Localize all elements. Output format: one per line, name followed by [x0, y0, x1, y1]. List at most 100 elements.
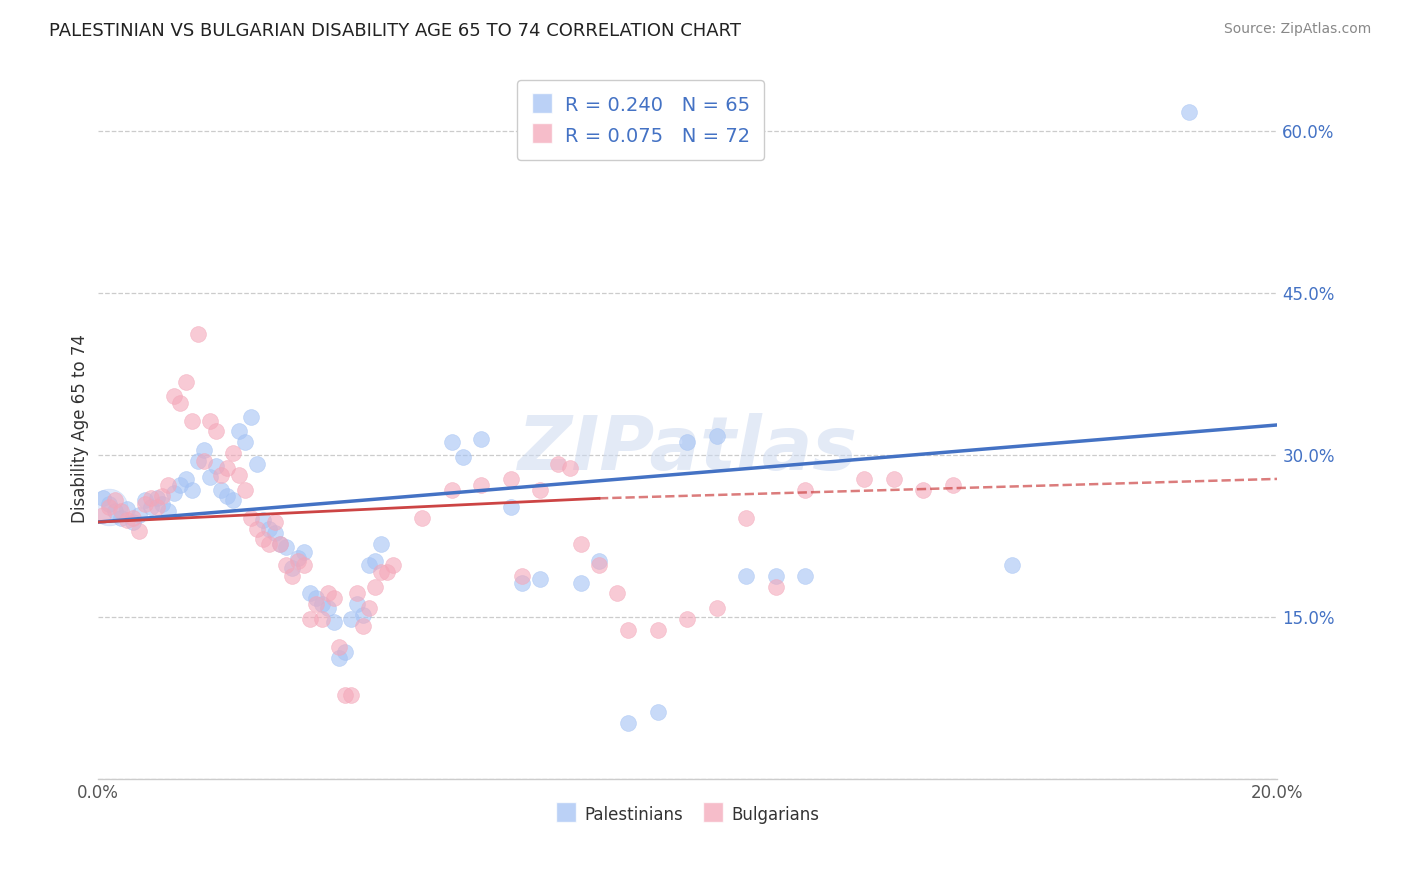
Point — [381, 558, 404, 573]
Point — [139, 491, 162, 506]
Point — [257, 536, 280, 550]
Point — [375, 565, 398, 579]
Point — [128, 524, 150, 538]
Point — [328, 640, 350, 655]
Point — [115, 502, 138, 516]
Point — [440, 483, 463, 497]
Point — [115, 513, 138, 527]
Point — [217, 489, 239, 503]
Point — [152, 497, 174, 511]
Point — [233, 483, 256, 497]
Point — [305, 591, 328, 605]
Point — [510, 575, 533, 590]
Point — [706, 601, 728, 615]
Point — [883, 472, 905, 486]
Point — [322, 615, 344, 630]
Point — [122, 515, 145, 529]
Point — [257, 522, 280, 536]
Point — [263, 515, 285, 529]
Point — [252, 513, 274, 527]
Point — [281, 561, 304, 575]
Point — [292, 558, 315, 573]
Point — [228, 425, 250, 439]
Point — [735, 510, 758, 524]
Point — [204, 458, 226, 473]
Point — [440, 435, 463, 450]
Point — [181, 414, 204, 428]
Point — [139, 500, 162, 514]
Point — [263, 525, 285, 540]
Point — [470, 478, 492, 492]
Text: ZIPatlas: ZIPatlas — [517, 413, 858, 486]
Text: PALESTINIAN VS BULGARIAN DISABILITY AGE 65 TO 74 CORRELATION CHART: PALESTINIAN VS BULGARIAN DISABILITY AGE … — [49, 22, 741, 40]
Point — [298, 612, 321, 626]
Point — [328, 651, 350, 665]
Point — [340, 688, 363, 702]
Point — [145, 500, 167, 514]
Point — [352, 618, 374, 632]
Point — [222, 446, 245, 460]
Point — [93, 508, 115, 522]
Point — [281, 569, 304, 583]
Point — [510, 569, 533, 583]
Point — [569, 536, 592, 550]
Point — [93, 491, 115, 506]
Point — [246, 457, 269, 471]
Point — [228, 467, 250, 482]
Point — [499, 500, 522, 514]
Point — [942, 478, 965, 492]
Legend: Palestinians, Bulgarians: Palestinians, Bulgarians — [546, 795, 830, 834]
Point — [352, 607, 374, 622]
Point — [547, 457, 569, 471]
Point — [276, 540, 298, 554]
Point — [912, 483, 935, 497]
Point — [152, 489, 174, 503]
Point — [588, 558, 610, 573]
Point — [98, 500, 121, 514]
Point — [134, 497, 156, 511]
Point — [529, 572, 551, 586]
Point — [1001, 558, 1024, 573]
Point — [222, 493, 245, 508]
Point — [364, 580, 387, 594]
Point — [174, 375, 197, 389]
Point — [98, 497, 121, 511]
Point — [98, 500, 121, 514]
Text: Source: ZipAtlas.com: Source: ZipAtlas.com — [1223, 22, 1371, 37]
Point — [276, 558, 298, 573]
Point — [239, 410, 262, 425]
Point — [193, 442, 215, 457]
Point — [794, 569, 817, 583]
Y-axis label: Disability Age 65 to 74: Disability Age 65 to 74 — [72, 334, 89, 523]
Point — [765, 569, 787, 583]
Point — [735, 569, 758, 583]
Point — [292, 545, 315, 559]
Point — [529, 483, 551, 497]
Point — [157, 478, 180, 492]
Point — [110, 510, 132, 524]
Point — [340, 612, 363, 626]
Point — [169, 478, 191, 492]
Point — [606, 586, 628, 600]
Point — [217, 461, 239, 475]
Point — [311, 597, 333, 611]
Point — [174, 472, 197, 486]
Point — [316, 586, 339, 600]
Point — [246, 522, 269, 536]
Point — [198, 414, 221, 428]
Point — [163, 389, 186, 403]
Point — [357, 601, 380, 615]
Point — [145, 491, 167, 506]
Point — [364, 554, 387, 568]
Point — [104, 504, 127, 518]
Point — [322, 591, 344, 605]
Point — [157, 504, 180, 518]
Point — [558, 461, 581, 475]
Point — [794, 483, 817, 497]
Point — [198, 469, 221, 483]
Point — [104, 493, 127, 508]
Point — [211, 483, 233, 497]
Point — [617, 623, 640, 637]
Point — [676, 612, 699, 626]
Point — [453, 450, 475, 465]
